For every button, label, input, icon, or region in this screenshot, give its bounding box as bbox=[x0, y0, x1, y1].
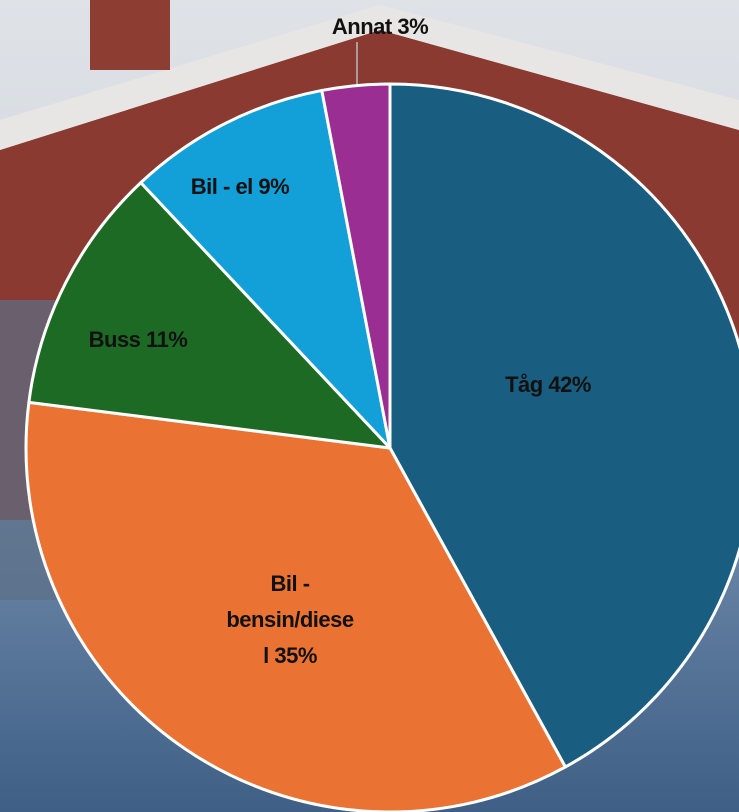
category-label: Tåg bbox=[505, 372, 543, 397]
value-label: 11% bbox=[146, 327, 188, 352]
pie-slice bbox=[388, 82, 739, 769]
category-label: Bil - el bbox=[190, 174, 254, 199]
pie-slice bbox=[27, 181, 392, 450]
pie bbox=[24, 82, 739, 812]
category-label: Annat bbox=[331, 14, 392, 39]
pie-slice bbox=[139, 88, 392, 450]
value-label: 42% bbox=[548, 372, 591, 397]
data-label: Tåg 42% bbox=[505, 367, 591, 403]
data-label: Bil - el 9% bbox=[190, 169, 290, 205]
pie-slice bbox=[24, 400, 567, 812]
data-label: Bil - bensin/diesel 35% bbox=[225, 566, 355, 674]
category-label: Bil - bensin/diesel bbox=[226, 571, 354, 668]
data-label: Buss 11% bbox=[89, 322, 188, 358]
data-label: Annat 3% bbox=[331, 9, 429, 45]
value-label: 3% bbox=[397, 14, 429, 39]
category-label: Buss bbox=[88, 327, 141, 352]
value-label: 35% bbox=[274, 643, 317, 668]
value-label: 9% bbox=[258, 174, 290, 199]
pie-slice bbox=[320, 82, 392, 450]
